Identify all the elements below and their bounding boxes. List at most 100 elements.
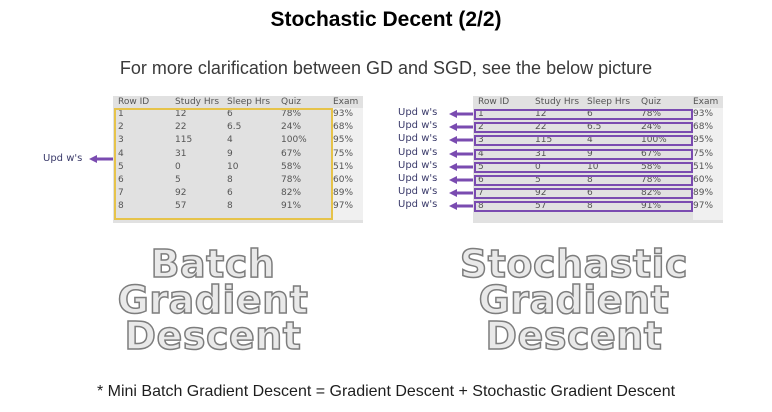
table-cell: 6.5: [587, 122, 602, 133]
column-header: Sleep Hrs: [227, 97, 271, 107]
table-cell: 3: [478, 135, 484, 146]
table-cell: 8: [227, 201, 233, 212]
sgd-update-label: Upd w's: [398, 146, 438, 158]
table-cell: 5: [478, 161, 484, 172]
table-cell: 24%: [281, 122, 302, 133]
column-header: Study Hrs: [175, 97, 220, 107]
slide-title: Stochastic Decent (2/2): [270, 8, 502, 31]
table-cell: 6.5: [227, 122, 242, 133]
table-cell: 6: [118, 175, 124, 185]
sgd-row-highlight: [474, 135, 693, 147]
table-cell: 92: [535, 188, 547, 199]
caption-line: Stochastic: [459, 242, 689, 286]
sgd-update-arrow-icon: [449, 149, 473, 158]
table-cell: 67%: [641, 148, 662, 159]
column-header: Exam: [693, 97, 719, 107]
caption-line: Gradient: [478, 278, 670, 322]
sgd-update-arrow-icon: [449, 176, 473, 184]
table-cell: 8: [118, 201, 124, 212]
table-cell: 60%: [693, 175, 714, 185]
batch-gd-caption: Batch Gradient Descent: [113, 244, 313, 358]
table-cell: 2: [478, 122, 484, 133]
table-cell: 82%: [641, 188, 662, 199]
sgd-row-highlight: [474, 148, 693, 160]
table-cell: 12: [175, 109, 187, 119]
column-header: Sleep Hrs: [587, 97, 631, 107]
table-cell: 82%: [281, 188, 302, 199]
table-cell: 24%: [641, 122, 662, 133]
exam-column-shade: [693, 108, 723, 220]
table-cell: 3: [118, 135, 124, 146]
table-cell: 4: [478, 148, 484, 159]
column-header: Quiz: [281, 97, 302, 107]
table-cell: 4: [227, 135, 233, 146]
table-cell: 51%: [693, 161, 714, 172]
table-cell: 57: [175, 201, 187, 212]
table-cell: 78%: [641, 109, 662, 119]
sgd-row-highlight: [474, 201, 693, 213]
table-cell: 60%: [333, 175, 354, 185]
table-cell: 68%: [333, 122, 354, 133]
table-cell: 78%: [281, 175, 302, 185]
table-cell: 8: [478, 201, 484, 212]
table-cell: 31: [175, 148, 187, 159]
sgd-update-label: Upd w's: [398, 186, 438, 198]
sgd-update-arrow-icon: [449, 202, 473, 211]
sgd-update-arrow-icon: [449, 110, 473, 118]
caption-line: Descent: [485, 314, 663, 358]
sgd-update-label: Upd w's: [398, 120, 438, 132]
sgd-update-label: Upd w's: [398, 199, 438, 211]
table-cell: 1: [478, 109, 484, 119]
batch-table-panel: Row ID Study Hrs Sleep Hrs Quiz Exam 1 12 6 78% 9…: [113, 96, 363, 223]
table-cell: 78%: [641, 175, 662, 185]
table-cell: 89%: [333, 188, 354, 199]
table-cell: 7: [118, 188, 124, 199]
sgd-update-label: Upd w's: [398, 173, 438, 184]
column-header: Row ID: [478, 97, 510, 107]
table-cell: 9: [227, 148, 233, 159]
table-cell: 75%: [693, 148, 714, 159]
sgd-update-arrow-icon: [449, 123, 473, 132]
table-cell: 89%: [693, 188, 714, 199]
sgd-row-highlight: [474, 122, 693, 134]
column-header: Study Hrs: [535, 97, 580, 107]
batch-update-label: Upd w's: [43, 153, 83, 164]
caption-line: Descent: [124, 314, 302, 358]
table-cell: 5: [175, 175, 181, 185]
table-cell: 5: [535, 175, 541, 185]
table-cell: 97%: [333, 201, 354, 212]
sgd-update-arrow-icon: [449, 189, 473, 198]
sgd-table-panel: Row ID Study Hrs Sleep Hrs Quiz Exam 1 12 6 78% 9…: [473, 96, 723, 223]
sgd-row-highlight: [474, 109, 693, 120]
table-cell: 92: [175, 188, 187, 199]
table-cell: 115: [175, 135, 193, 146]
table-cell: 95%: [693, 135, 714, 146]
sgd-update-label: Upd w's: [398, 159, 438, 171]
table-cell: 93%: [693, 109, 714, 119]
table-cell: 12: [535, 109, 547, 119]
table-cell: 6: [587, 109, 593, 119]
footer-note: * Mini Batch Gradient Descent = Gradient…: [96, 383, 676, 400]
column-header: Row ID: [118, 97, 150, 107]
table-cell: 6: [227, 109, 233, 119]
table-cell: 22: [535, 122, 547, 133]
sgd-row-highlight: [474, 188, 693, 200]
table-cell: 10: [587, 161, 599, 172]
column-header: Quiz: [641, 97, 662, 107]
sgd-row-highlight: [474, 175, 693, 186]
sgd-row-highlight: [474, 161, 693, 173]
table-cell: 8: [587, 201, 593, 212]
table-cell: 100%: [281, 135, 307, 146]
table-cell: 0: [175, 161, 181, 172]
caption-line: Gradient: [117, 278, 309, 322]
column-header: Exam: [333, 97, 359, 107]
table-cell: 4: [587, 135, 593, 146]
exam-column-shade: [333, 108, 363, 220]
table-cell: 93%: [333, 109, 354, 119]
table-cell: 75%: [333, 148, 354, 159]
batch-highlight-box: [114, 108, 333, 220]
table-cell: 22: [175, 122, 187, 133]
table-cell: 58%: [641, 161, 662, 172]
table-cell: 7: [478, 188, 484, 199]
table-cell: 57: [535, 201, 547, 212]
